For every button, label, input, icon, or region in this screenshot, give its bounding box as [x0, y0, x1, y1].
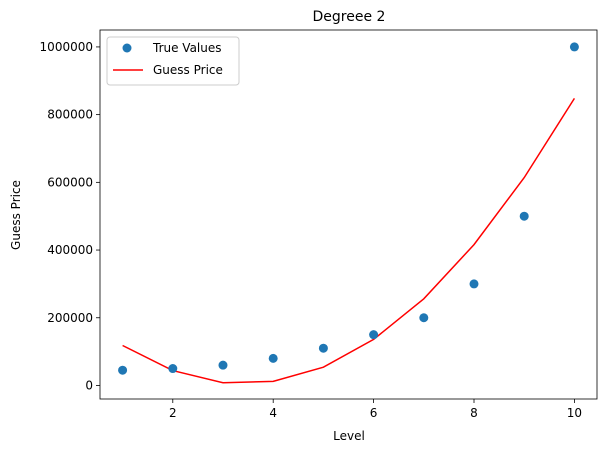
x-axis-label: Level	[333, 429, 365, 443]
x-tick-label: 10	[567, 406, 582, 420]
y-axis: 0 200000 400000 600000 800000 1000000	[40, 40, 100, 392]
x-tick-label: 6	[370, 406, 378, 420]
legend-label-guess-price: Guess Price	[153, 63, 223, 77]
y-tick-label: 200000	[47, 311, 93, 325]
series-line-guess-price	[122, 97, 576, 384]
scatter-point-true-values	[469, 279, 479, 289]
y-tick-label: 400000	[47, 243, 93, 257]
scatter-point-true-values	[569, 42, 579, 52]
x-axis: 2 4 6 8 10	[169, 399, 582, 420]
scatter-point-true-values	[218, 360, 228, 370]
series-layer	[118, 42, 579, 384]
legend: True Values Guess Price	[106, 36, 240, 86]
scatter-point-true-values	[369, 330, 379, 340]
plot-area	[99, 29, 598, 400]
plot-frame	[99, 29, 598, 400]
x-tick-label: 4	[269, 406, 277, 420]
scatter-point-true-values	[318, 343, 328, 353]
y-tick-label: 600000	[47, 175, 93, 189]
y-tick-label: 0	[85, 378, 93, 392]
scatter-point-true-values	[268, 353, 278, 363]
x-tick-label: 8	[470, 406, 478, 420]
y-tick-label: 1000000	[40, 40, 93, 54]
scatter-point-true-values	[419, 313, 429, 323]
legend-marker-true-values	[122, 43, 132, 53]
scatter-point-true-values	[118, 365, 128, 375]
chart-title: Degreee 2	[313, 9, 386, 25]
legend-label-true-values: True Values	[152, 41, 222, 55]
legend-box	[106, 36, 240, 86]
x-tick-label: 2	[169, 406, 177, 420]
y-tick-label: 800000	[47, 108, 93, 122]
y-axis-label: Guess Price	[9, 180, 23, 250]
scatter-point-true-values	[168, 364, 178, 374]
scatter-point-true-values	[519, 211, 529, 221]
